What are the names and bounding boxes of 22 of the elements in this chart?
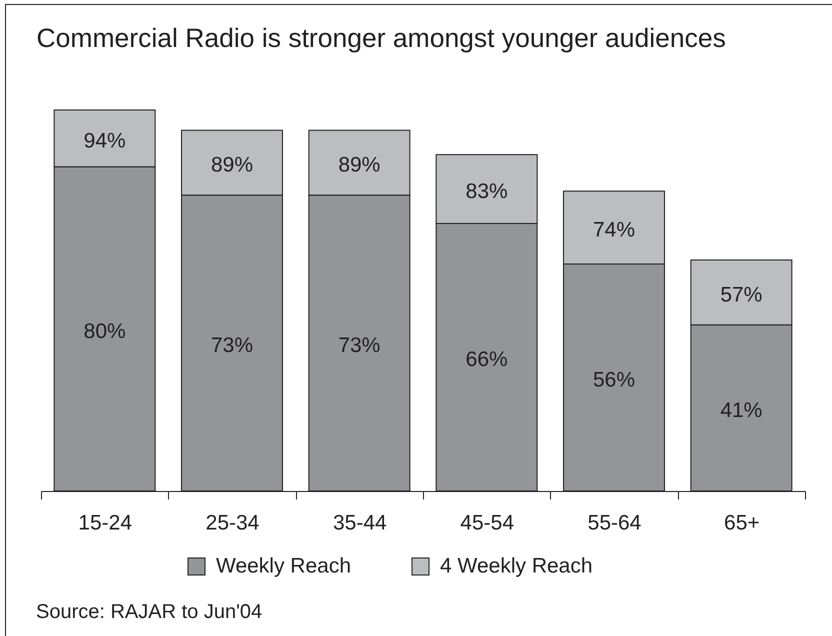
x-tick-label: 15-24 [78, 512, 132, 534]
source-note: Source: RAJAR to Jun'04 [36, 601, 262, 623]
total-label: 94% [84, 129, 126, 152]
data-label: 73% [210, 334, 254, 358]
total-label: 89% [210, 154, 254, 177]
x-tick-label: 35-44 [332, 512, 388, 534]
x-tick-label: 65+ [724, 512, 760, 534]
data-label: 73% [338, 334, 380, 358]
total-label: 57% [720, 283, 762, 306]
x-tick-label: 55-64 [588, 512, 642, 534]
data-label: 66% [466, 348, 508, 372]
legend-label: 4 Weekly Reach [440, 554, 593, 578]
data-label: 41% [720, 398, 762, 422]
legend-label: Weekly Reach [216, 554, 352, 578]
data-label: 80% [84, 320, 126, 343]
total-label: 74% [592, 218, 636, 242]
x-tick-label: 25-34 [206, 512, 260, 534]
data-label: 56% [592, 368, 636, 392]
total-label: 89% [338, 154, 380, 177]
x-tick-label: 45-54 [460, 512, 514, 534]
total-label: 83% [466, 180, 508, 204]
chart-title: Commercial Radio is stronger amongst younger audiences [36, 23, 726, 53]
